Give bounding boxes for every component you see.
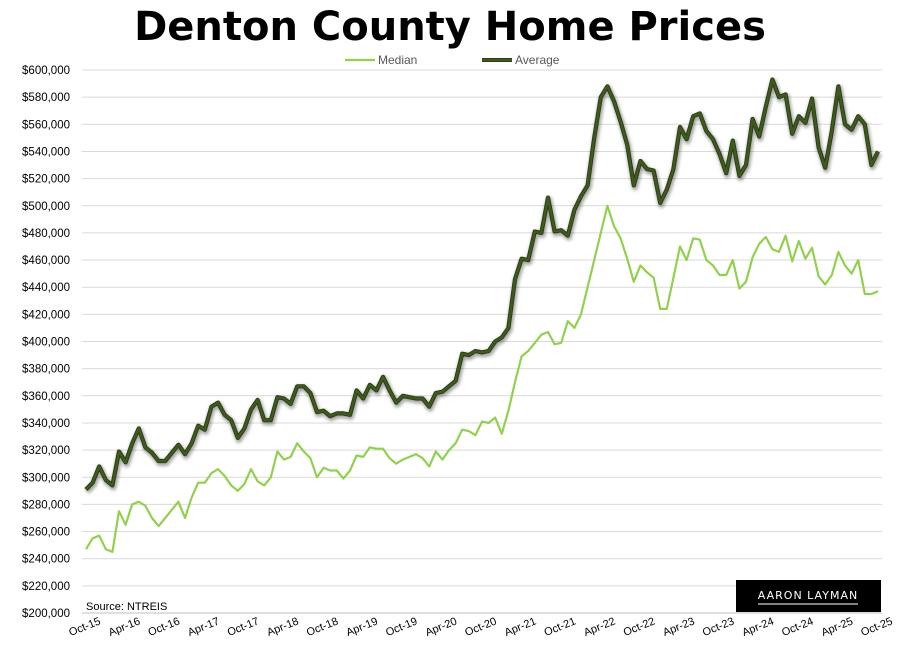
y-tick-label: $340,000 [22,418,70,430]
y-tick-label: $540,000 [22,146,70,158]
x-tick-label: Oct-20 [463,615,498,638]
legend-label: Average [515,53,560,67]
x-tick-label: Apr-25 [820,615,855,638]
legend-label: Median [378,53,417,67]
y-tick-label: $520,000 [22,174,70,186]
x-tick-label: Apr-24 [741,615,776,638]
median-line [85,204,879,553]
x-tick-label: Apr-19 [345,615,380,638]
legend: Median Average [345,53,560,67]
y-tick-label: $440,000 [22,282,70,294]
aaron-layman-logo: AARON LAYMAN [736,580,881,612]
grid-lines [82,69,882,614]
x-axis-ticks: Oct-15 Apr-16 Oct-16 Apr-17 Oct-17 Apr-18 Oct-… [67,615,894,638]
x-tick-label: Apr-20 [424,615,459,638]
series-lines [84,77,882,553]
y-tick-label: $360,000 [22,391,70,403]
y-tick-label: $580,000 [22,92,70,104]
x-tick-label: Oct-16 [147,615,182,638]
x-tick-label: Oct-24 [780,615,815,638]
x-tick-label: Apr-16 [107,615,142,638]
x-tick-label: Oct-17 [226,615,261,638]
x-tick-label: Oct-23 [701,615,736,638]
x-tick-label: Oct-21 [543,615,578,638]
y-tick-label: $300,000 [22,472,70,484]
y-tick-label: $600,000 [22,65,70,77]
x-tick-label: Apr-23 [661,615,696,638]
x-tick-label: Apr-22 [582,615,617,638]
y-tick-label: $480,000 [22,228,70,240]
x-tick-label: Oct-18 [305,615,340,638]
average-line [85,78,880,491]
y-tick-label: $240,000 [22,554,70,566]
y-tick-label: $400,000 [22,337,70,349]
logo-text: AARON LAYMAN [758,589,858,602]
x-tick-label: Oct-22 [622,615,657,638]
x-tick-label: Apr-17 [186,615,221,638]
y-tick-label: $200,000 [22,608,70,620]
chart-title: Denton County Home Prices [134,4,766,50]
y-tick-label: $220,000 [22,581,70,593]
source-note: Source: NTREIS [86,601,167,613]
y-tick-label: $380,000 [22,364,70,376]
y-tick-label: $280,000 [22,499,70,511]
x-tick-label: Apr-18 [265,615,300,638]
y-tick-label: $320,000 [22,445,70,457]
y-tick-label: $500,000 [22,201,70,213]
y-axis-ticks: $600,000 $580,000 $560,000 $540,000 $520,000… [22,65,70,620]
y-tick-label: $560,000 [22,119,70,131]
x-tick-label: Oct-19 [384,615,419,638]
x-tick-label: Apr-21 [503,615,538,638]
y-tick-label: $420,000 [22,309,70,321]
y-tick-label: $260,000 [22,527,70,539]
y-tick-label: $460,000 [22,255,70,267]
logo-background [736,580,881,612]
x-tick-label: Oct-25 [859,615,894,638]
x-tick-label: Oct-15 [67,615,102,638]
